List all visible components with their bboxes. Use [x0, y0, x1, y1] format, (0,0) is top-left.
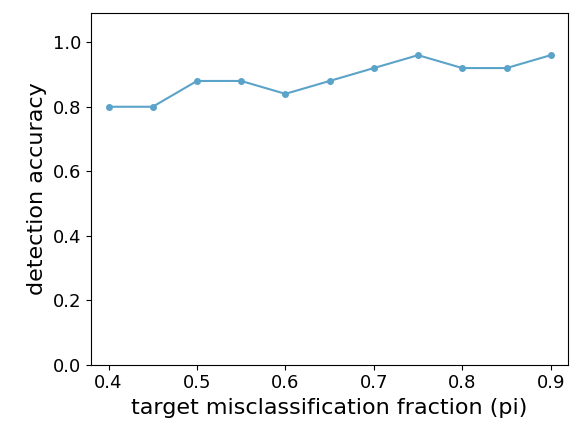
Y-axis label: detection accuracy: detection accuracy [27, 83, 47, 295]
X-axis label: target misclassification fraction (pi): target misclassification fraction (pi) [131, 398, 528, 418]
